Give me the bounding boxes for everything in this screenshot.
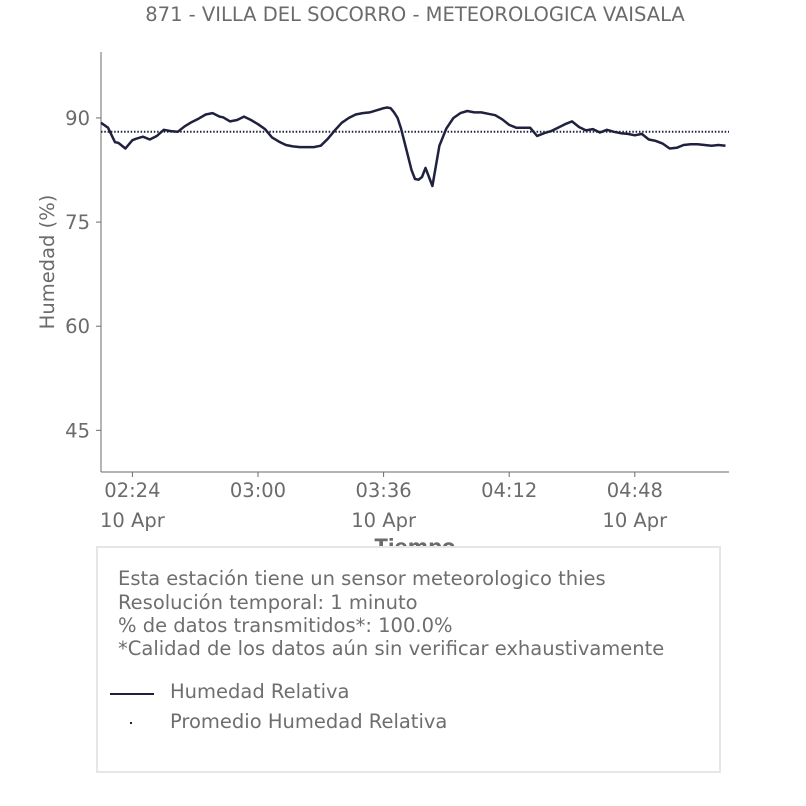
x-tick-label-time: 03:36 (355, 479, 411, 502)
chart-title: 871 - VILLA DEL SOCORRO - METEOROLOGICA … (145, 3, 685, 26)
series-line-humedad-relativa (100, 106, 726, 188)
station-sensor-text: Esta estación tiene un sensor meteorolog… (118, 567, 606, 590)
x-tick-label-date: 10 Apr (351, 509, 417, 532)
legend-solid-line-icon (110, 693, 154, 695)
legend-label: Promedio Humedad Relativa (170, 710, 448, 733)
y-tick-label: 45 (65, 419, 90, 442)
x-tick-label-time: 04:12 (481, 479, 537, 502)
y-ticks: 45 60 75 90 (65, 107, 101, 442)
x-ticks: 02:24 10 Apr 03:00 03:36 10 Apr 04:12 04:48 10 … (100, 472, 668, 532)
x-tick-label-date: 10 Apr (602, 509, 668, 532)
legend-label: Humedad Relativa (170, 680, 350, 703)
y-axis-label: Humedad (%) (36, 195, 59, 330)
y-tick-label: 60 (65, 315, 90, 338)
temporal-resolution-text: Resolución temporal: 1 minuto (118, 591, 418, 614)
data-quality-note: *Calidad de los datos aún sin verificar … (118, 637, 665, 660)
info-legend-box: Esta estación tiene un sensor meteorolog… (96, 546, 721, 773)
y-tick-label: 75 (65, 211, 90, 234)
plot-series (100, 106, 729, 188)
legend-dot-icon (130, 722, 132, 724)
x-tick-label-time: 03:00 (230, 479, 286, 502)
x-tick-label-time: 02:24 (104, 479, 160, 502)
y-tick-label: 90 (65, 107, 90, 130)
x-tick-label-time: 04:48 (607, 479, 663, 502)
transmitted-data-text: % de datos transmitidos*: 100.0% (118, 614, 453, 637)
x-tick-label-date: 10 Apr (100, 509, 166, 532)
